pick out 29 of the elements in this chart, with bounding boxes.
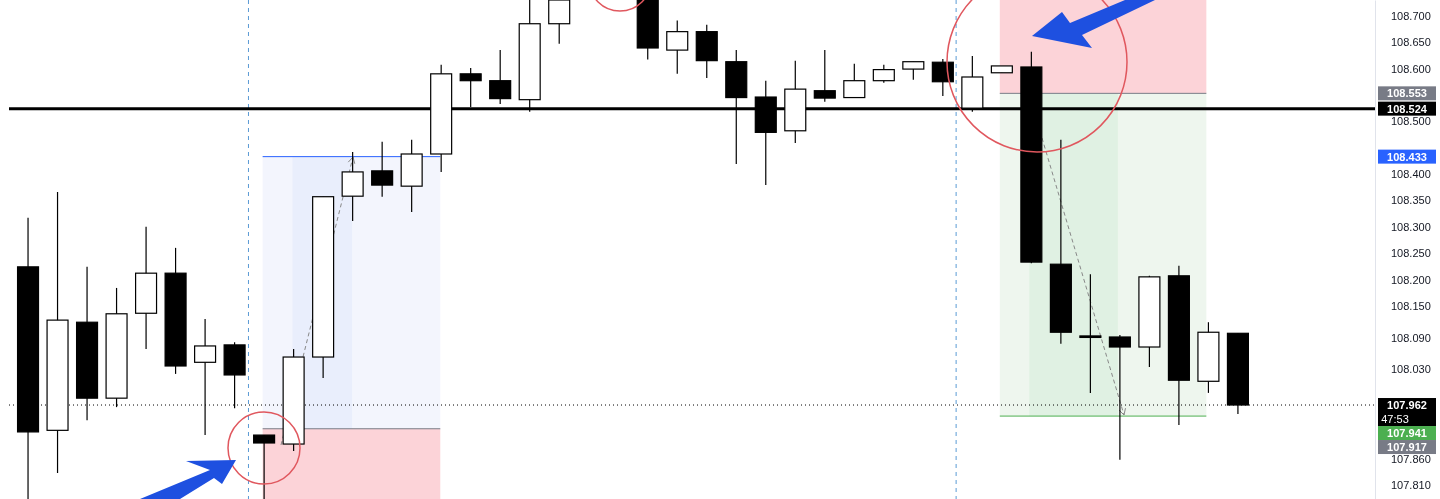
y-tick-label: 108.700	[1391, 9, 1431, 22]
candlestick	[813, 49, 836, 103]
y-tick-label: 108.150	[1391, 299, 1431, 312]
candlestick	[1079, 273, 1102, 394]
y-tick-label: 108.200	[1391, 273, 1431, 286]
text: 107.941	[1387, 427, 1427, 440]
y-tick-label: 107.860	[1391, 452, 1431, 465]
text: 107.917	[1387, 441, 1427, 454]
candlestick	[843, 63, 866, 99]
candlestick	[194, 318, 217, 436]
y-tick-label: 108.350	[1391, 194, 1431, 207]
y-tick-label: 108.300	[1391, 220, 1431, 233]
ref-line-label: 108.524	[1387, 102, 1428, 115]
text: 108.553	[1387, 87, 1427, 100]
y-tick-label: 107.810	[1391, 479, 1431, 492]
candlestick	[666, 19, 689, 75]
candlestick	[548, 0, 571, 45]
ref-line-label: 107.962	[1387, 399, 1427, 412]
y-tick-label: 108.250	[1391, 247, 1431, 260]
candlestick	[489, 49, 512, 105]
y-tick-label: 108.400	[1391, 168, 1431, 181]
y-tick-label: 108.030	[1391, 363, 1431, 376]
candlestick	[371, 141, 394, 198]
y-tick-label: 108.500	[1391, 115, 1431, 128]
y-tick-label: 108.650	[1391, 36, 1431, 49]
text: 47:53	[1381, 413, 1409, 426]
y-tick-label: 108.600	[1391, 62, 1431, 75]
y-tick-label: 108.090	[1391, 331, 1431, 344]
text: 108.433	[1387, 150, 1427, 163]
